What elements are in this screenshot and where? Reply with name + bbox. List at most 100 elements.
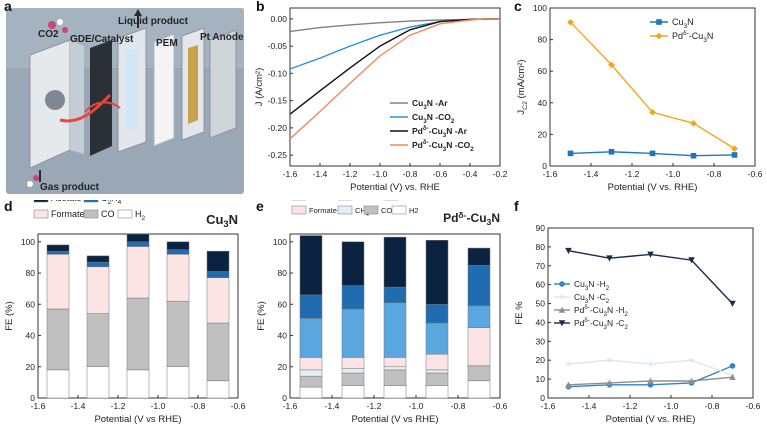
stacked-bar-segment: [126, 369, 150, 399]
x-tick-label: -1.4: [313, 169, 328, 179]
y-tick-label: 80: [538, 35, 548, 45]
stacked-bar-segment: [126, 246, 150, 299]
y-tick-label: 0.00: [270, 14, 287, 24]
legend-marker: [558, 306, 566, 313]
fe-cu3n-chart: -1.6 -1.4 -1.2 -1.0 -0.8 -0.6 0 20 40 60 80 100 Pote…: [4, 193, 246, 425]
gde-catalyst-layer: [90, 40, 112, 156]
x-axis-label: Potential (V vs RHE): [94, 414, 181, 424]
gas-molecule-icon: [33, 175, 39, 181]
gas-port: [45, 90, 65, 110]
stacked-bar-segment: [126, 297, 150, 371]
legend-marker: [558, 293, 566, 300]
legend-swatch: [83, 193, 99, 203]
stacked-bar-segment: [467, 305, 491, 328]
stacked-bar-segment: [467, 380, 491, 399]
x-axis-label: Potential (V) vs. RHE: [350, 182, 440, 193]
electrolyzer-schematic: CO2 GDE/Catalyst Liquid product PEM Pt A…: [6, 8, 244, 194]
series-line: [289, 18, 500, 140]
co2-flow-arrow: [59, 93, 112, 123]
stacked-bar-segment: [383, 286, 407, 303]
stacked-bar-segment: [299, 318, 323, 358]
x-tick-label: -0.6: [493, 401, 508, 411]
y-tick-label: 40: [278, 331, 288, 341]
x-tick-label: -1.6: [31, 401, 46, 411]
stacked-bar-segment: [383, 369, 407, 386]
y-tick-label: 80: [278, 268, 288, 278]
stacked-bar-segment: [341, 285, 365, 310]
y-tick-label: 100: [533, 3, 547, 13]
y-tick-label: -0.10: [268, 68, 288, 78]
co2-flow-arrow-2: [84, 101, 121, 113]
data-point: [565, 381, 572, 388]
gde-label: GDE/Catalyst: [70, 34, 134, 45]
stacked-bar-segment: [299, 386, 323, 399]
panel-label-e: e: [256, 198, 264, 214]
stacked-bar-segment: [206, 271, 230, 278]
stacked-bar-segment: [467, 366, 491, 382]
data-point: [729, 363, 736, 369]
legend-entry: Formate: [309, 206, 337, 215]
panel-a-schematic: CO2 GDE/Catalyst Liquid product PEM Pt A…: [0, 0, 252, 200]
x-tick-label: -0.6: [433, 169, 448, 179]
stacked-bar-segment: [467, 327, 491, 366]
y-axis-label: FE %: [514, 301, 525, 325]
x-tick-label: -0.8: [191, 401, 206, 411]
stacked-bar-segment: [46, 369, 70, 399]
legend-entry: CO: [101, 209, 115, 219]
x-tick-label: -1.6: [541, 401, 556, 411]
stacked-bar-segment: [46, 244, 70, 252]
y-tick-label: 60: [538, 66, 548, 76]
x-tick-label: -1.4: [71, 401, 86, 411]
stacked-bar-segment: [383, 385, 407, 399]
y-axis-label: J (A/cm²): [254, 68, 265, 107]
co2-molecule-icon: [57, 19, 63, 25]
legend-marker: [655, 32, 663, 40]
series-line: [289, 18, 501, 70]
y-axis-label: FE (%): [256, 301, 267, 331]
x-axis-label: Potential (V vs. RHE): [606, 414, 696, 424]
fe-comparison-chart: -1.6 -1.4 -1.2 -1.0 -0.8 -0.6 0 10 20 30 40 50 60 70 8…: [514, 223, 761, 425]
data-point: [729, 300, 736, 307]
y-tick-label: 40: [536, 317, 546, 327]
panel-label-a: a: [4, 0, 12, 14]
x-tick-label: -1.4: [584, 169, 599, 179]
series-line: [569, 21, 735, 150]
stacked-bar-segment: [206, 250, 230, 272]
panel-c-jc2-chart: -1.6 -1.4 -1.2 -1.0 -0.8 -0.6 0 20 40 60 80 100 Pote…: [510, 0, 767, 200]
chart-title: Pdδ--Cu3N: [443, 210, 500, 227]
stacked-bar-segment: [299, 357, 323, 371]
y-tick-label: 100: [21, 237, 35, 247]
data-point: [647, 360, 654, 367]
legend-swatch: [33, 209, 49, 219]
y-tick-label: 0: [282, 393, 287, 403]
co2-molecule-icon: [48, 21, 56, 29]
stacked-bar-segment: [46, 254, 70, 310]
catholyte-channel: [126, 50, 138, 130]
data-point: [647, 377, 654, 384]
gas-product-label: Gas product: [40, 182, 100, 193]
stacked-bar-segment: [341, 308, 365, 358]
legend-entry: Acetate: [51, 200, 82, 203]
data-point: [690, 119, 697, 127]
stacked-bar-segment: [341, 368, 365, 374]
y-tick-label: 60: [536, 280, 546, 290]
panel-label-c: c: [514, 0, 522, 14]
legend-entry: Cu3N -H2: [574, 279, 610, 292]
pem-label: PEM: [156, 38, 178, 49]
stacked-bar-segment: [206, 277, 230, 324]
data-point: [606, 356, 613, 364]
data-point: [688, 356, 695, 364]
jc2-chart: -1.6 -1.4 -1.2 -1.0 -0.8 -0.6 0 20 40 60 80 100 Pote…: [516, 3, 763, 193]
stacked-bar-segment: [126, 233, 150, 243]
x-tick-label: -0.8: [707, 169, 722, 179]
x-tick-label: -1.2: [367, 401, 382, 411]
legend-entry: H2: [409, 206, 419, 215]
y-tick-label: 0: [542, 161, 547, 171]
data-point: [608, 61, 615, 69]
legend-swatch: [33, 193, 49, 203]
legend-swatch: [117, 209, 133, 219]
y-tick-label: 10: [536, 374, 546, 384]
stacked-bar-segment: [425, 372, 449, 386]
legend-marker: [559, 281, 565, 287]
x-tick-label: -1.2: [111, 401, 126, 411]
